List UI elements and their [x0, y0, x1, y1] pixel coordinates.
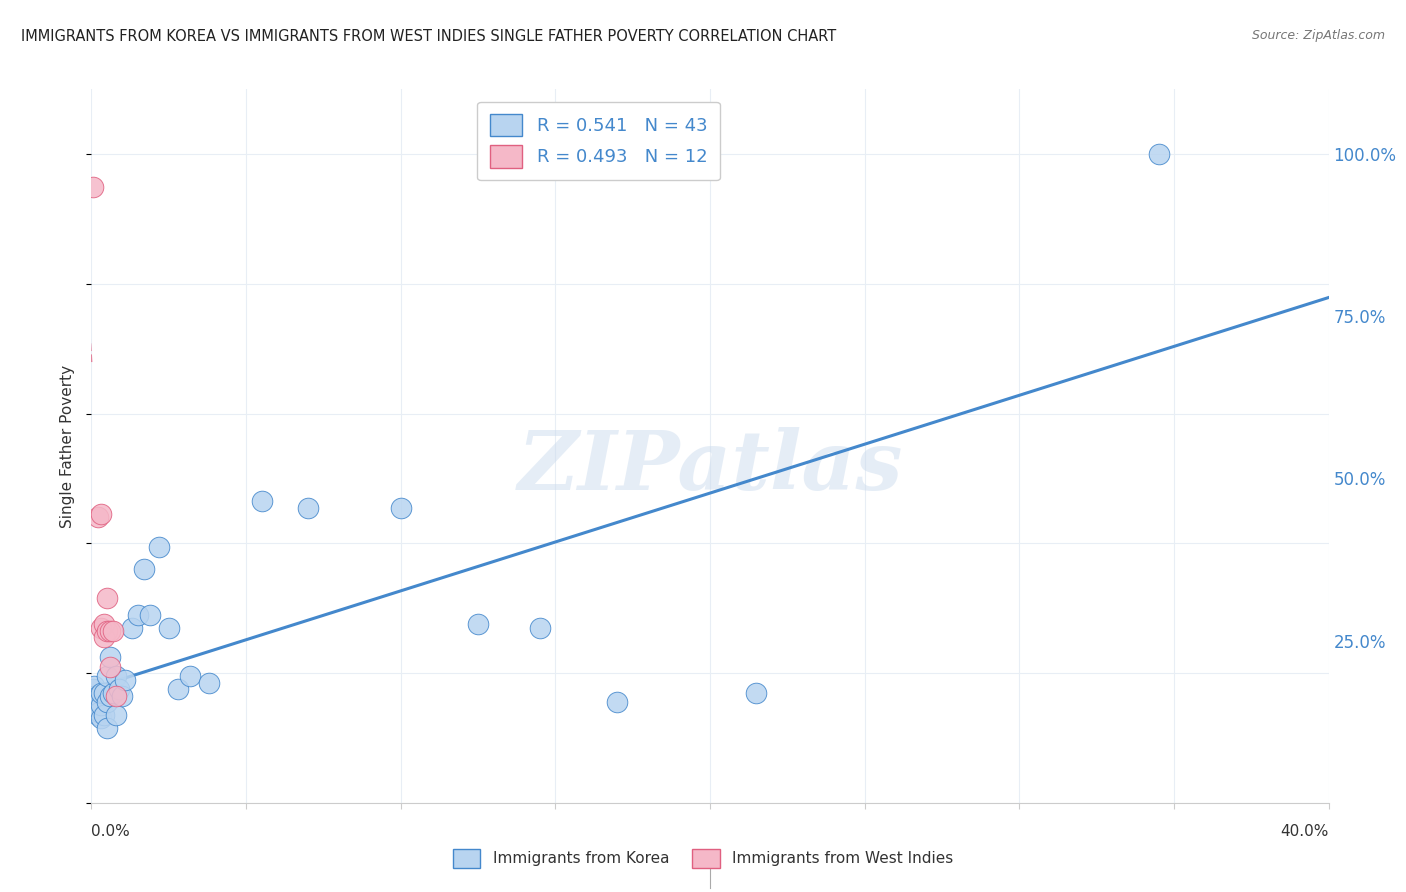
Point	[167, 682, 190, 697]
Point	[90, 698, 112, 713]
Point	[96, 695, 118, 709]
Point	[745, 685, 768, 699]
Point	[148, 540, 170, 554]
Point	[90, 685, 112, 699]
Point	[105, 708, 128, 723]
Point	[105, 689, 128, 703]
Point	[93, 617, 115, 632]
Point	[93, 685, 115, 699]
Point	[198, 675, 221, 690]
Point	[529, 621, 551, 635]
Point	[86, 695, 108, 709]
Point	[114, 673, 136, 687]
Point	[86, 510, 108, 524]
Point	[98, 649, 121, 664]
Text: 0.0%: 0.0%	[91, 824, 131, 839]
Point	[297, 500, 319, 515]
Point	[82, 179, 104, 194]
Text: ZIPatlas: ZIPatlas	[517, 427, 903, 508]
Point	[83, 679, 105, 693]
Point	[98, 659, 121, 673]
Point	[111, 689, 134, 703]
Point	[96, 624, 118, 638]
Point	[139, 607, 162, 622]
Point	[90, 711, 112, 725]
Point	[93, 631, 115, 645]
Point	[96, 591, 118, 606]
Point	[98, 689, 121, 703]
Point	[83, 695, 105, 709]
Point	[90, 507, 112, 521]
Point	[389, 500, 412, 515]
Point	[84, 698, 107, 713]
Point	[96, 721, 118, 735]
Text: IMMIGRANTS FROM KOREA VS IMMIGRANTS FROM WEST INDIES SINGLE FATHER POVERTY CORRE: IMMIGRANTS FROM KOREA VS IMMIGRANTS FROM…	[21, 29, 837, 44]
Point	[86, 708, 108, 723]
Point	[157, 621, 180, 635]
Point	[1147, 147, 1170, 161]
Point	[86, 689, 108, 703]
Point	[83, 692, 105, 706]
Point	[93, 708, 115, 723]
Point	[87, 705, 111, 719]
Point	[121, 621, 143, 635]
Point	[98, 624, 121, 638]
Point	[132, 562, 155, 576]
Point	[179, 669, 201, 683]
Y-axis label: Single Father Poverty: Single Father Poverty	[60, 365, 76, 527]
Point	[101, 685, 124, 699]
Point	[101, 624, 124, 638]
Legend: R = 0.541   N = 43, R = 0.493   N = 12: R = 0.541 N = 43, R = 0.493 N = 12	[477, 102, 720, 180]
Legend: Immigrants from Korea, Immigrants from West Indies: Immigrants from Korea, Immigrants from W…	[447, 843, 959, 873]
Text: Source: ZipAtlas.com: Source: ZipAtlas.com	[1251, 29, 1385, 42]
Point	[83, 689, 105, 703]
Text: 40.0%: 40.0%	[1281, 824, 1329, 839]
Point	[127, 607, 149, 622]
Point	[96, 669, 118, 683]
Point	[108, 682, 131, 697]
Point	[467, 617, 489, 632]
Point	[105, 669, 128, 683]
Point	[82, 682, 104, 697]
Point	[606, 695, 628, 709]
Point	[90, 621, 112, 635]
Point	[250, 494, 273, 508]
